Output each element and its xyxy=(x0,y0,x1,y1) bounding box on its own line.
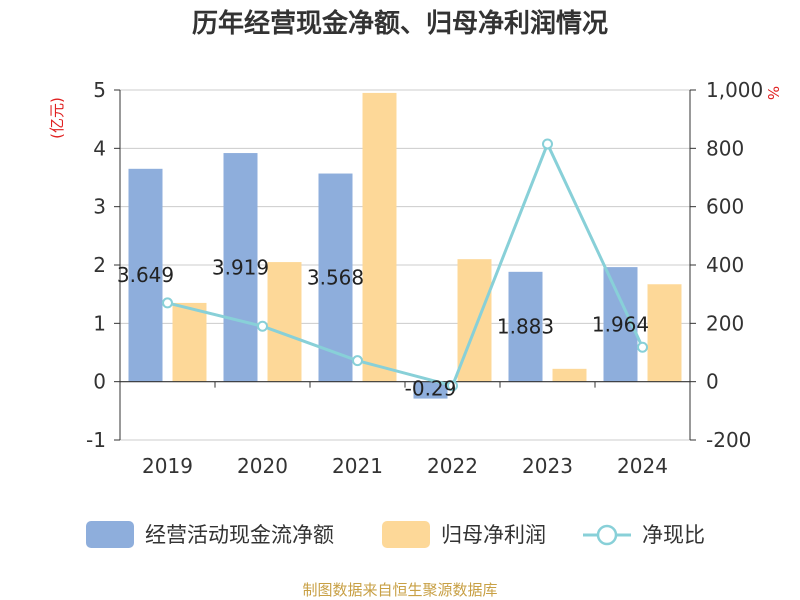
legend-label-profit: 归母净利润 xyxy=(441,523,546,547)
right-tick-label: 400 xyxy=(706,253,744,277)
category-label: 2023 xyxy=(522,454,573,478)
category-label: 2021 xyxy=(332,454,383,478)
right-tick-label: 0 xyxy=(706,370,719,394)
ratio-point[interactable] xyxy=(352,355,363,367)
right-tick-label: 800 xyxy=(706,136,744,160)
legend-swatch-ratio-marker xyxy=(596,524,618,546)
legend-swatch-profit xyxy=(382,521,430,548)
ratio-point[interactable] xyxy=(447,380,458,392)
ratio-point[interactable] xyxy=(257,320,268,332)
left-tick-label: 5 xyxy=(93,78,106,102)
cashflow-value-label: 1.964 xyxy=(592,312,649,336)
gridlines xyxy=(120,89,690,441)
legend-label-ratio: 净现比 xyxy=(642,523,705,547)
left-tick-label: 1 xyxy=(93,311,106,335)
right-tick-label: 1,000 xyxy=(706,78,763,102)
data-labels: 3.649 3.919 3.568 -0.29 1.883 1.964 xyxy=(117,255,649,400)
category-label: 2022 xyxy=(427,454,478,478)
right-tick-label: 200 xyxy=(706,311,744,335)
cashflow-bar[interactable] xyxy=(413,381,448,399)
cashflow-bar[interactable] xyxy=(508,271,543,382)
category-label: 2020 xyxy=(237,454,288,478)
left-tick-label: 0 xyxy=(93,370,106,394)
legend-item-ratio[interactable]: 净现比 xyxy=(583,523,705,547)
cashflow-value-label: 3.649 xyxy=(117,263,174,287)
ratio-point[interactable] xyxy=(162,297,173,309)
left-tick-label: 4 xyxy=(93,136,106,160)
category-label: 2019 xyxy=(142,454,193,478)
axes xyxy=(114,89,696,441)
ratio-point[interactable] xyxy=(542,138,553,150)
profit-bar[interactable] xyxy=(362,92,397,382)
ratio-series-line xyxy=(167,140,644,388)
legend: 经营活动现金流净额 归母净利润 净现比 xyxy=(86,521,705,548)
profit-bar[interactable] xyxy=(647,284,682,382)
cashflow-value-label: 3.919 xyxy=(212,255,269,279)
legend-swatch-cashflow xyxy=(86,521,134,548)
profit-bar[interactable] xyxy=(172,302,207,382)
category-label: 2024 xyxy=(617,454,668,478)
bars xyxy=(128,92,682,399)
left-axis-unit: (亿元) xyxy=(48,97,66,139)
left-tick-label: 2 xyxy=(93,253,106,277)
cashflow-value-label: 3.568 xyxy=(307,266,364,290)
profit-bar[interactable] xyxy=(552,368,587,382)
tick-labels: -1 0 1 2 3 4 5 -200 0 200 400 600 800 1,000 2019 2020 20… xyxy=(86,78,763,478)
cashflow-value-label: 1.883 xyxy=(497,315,554,339)
right-tick-label: 600 xyxy=(706,195,744,219)
ratio-line xyxy=(162,138,648,392)
cashflow-value-label: -0.29 xyxy=(405,377,457,401)
cashflow-bar[interactable] xyxy=(128,168,163,382)
legend-item-cashflow[interactable]: 经营活动现金流净额 xyxy=(86,521,334,548)
cashflow-bar[interactable] xyxy=(318,173,353,382)
right-tick-label: -200 xyxy=(706,428,751,452)
source-note: 制图数据来自恒生聚源数据库 xyxy=(302,581,497,599)
legend-item-profit[interactable]: 归母净利润 xyxy=(382,521,546,548)
ratio-point[interactable] xyxy=(637,341,648,353)
left-tick-label: 3 xyxy=(93,195,106,219)
legend-label-cashflow: 经营活动现金流净额 xyxy=(145,523,334,547)
cashflow-bar[interactable] xyxy=(223,153,258,382)
chart-title: 历年经营现金净额、归母净利润情况 xyxy=(192,8,608,39)
profit-bar[interactable] xyxy=(267,262,302,382)
right-axis-unit: % xyxy=(764,86,782,100)
left-tick-label: -1 xyxy=(86,428,106,452)
